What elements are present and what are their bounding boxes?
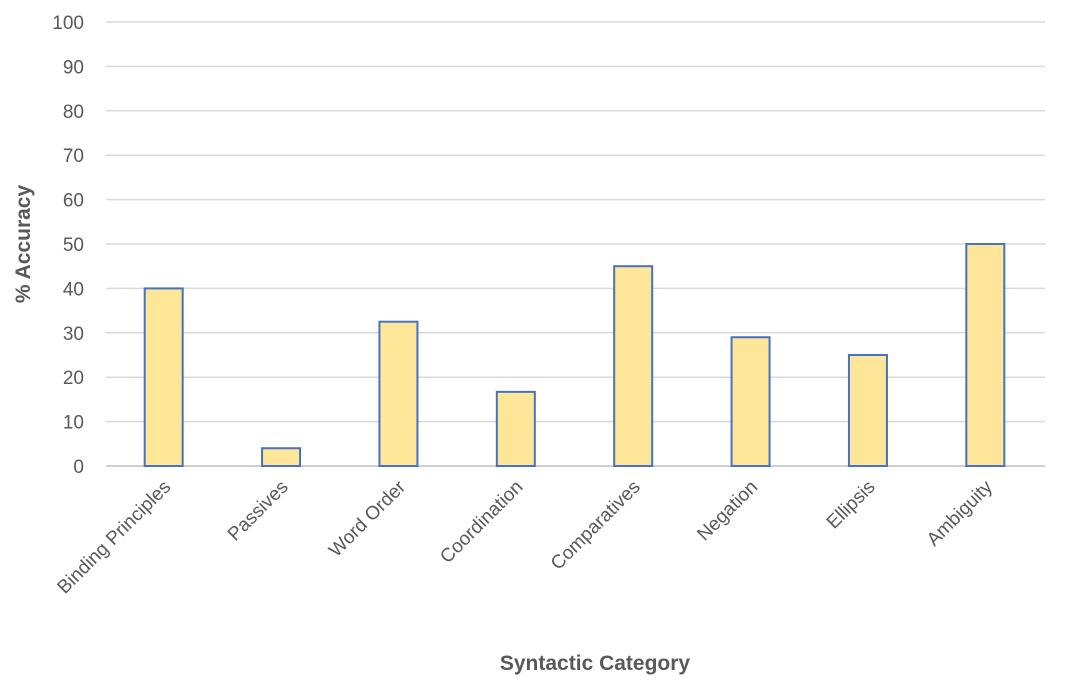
x-tick-label: Negation — [693, 477, 762, 546]
x-tick-label: Ambiguity — [923, 476, 997, 550]
y-tick-label: 40 — [63, 279, 84, 300]
bar-comparatives — [613, 265, 654, 468]
y-tick-label: 50 — [63, 235, 84, 256]
gridlines — [106, 21, 1045, 467]
x-tick-label: Coordination — [436, 477, 527, 568]
y-tick-label: 60 — [63, 191, 84, 212]
y-tick-label: 30 — [63, 324, 84, 345]
x-tick-labels: Binding Principles Passives Word Order Coor… — [54, 476, 998, 598]
y-tick-labels: 0 10 20 30 40 50 60 70 80 90 100 — [52, 13, 84, 478]
bar-word-order — [378, 320, 419, 468]
y-axis-title: % Accuracy — [12, 185, 35, 304]
bar-passives — [261, 447, 302, 467]
bar-ambiguity — [965, 243, 1006, 467]
x-tick-label: Passives — [224, 477, 293, 546]
y-tick-label: 80 — [63, 102, 84, 123]
bar-negation — [730, 336, 771, 467]
y-tick-label: 100 — [52, 13, 84, 34]
x-axis-title: Syntactic Category — [500, 652, 691, 675]
x-tick-label: Ellipsis — [823, 477, 880, 534]
y-tick-label: 90 — [63, 57, 84, 78]
bar-binding-principles — [143, 287, 184, 467]
x-tick-label: Word Order — [325, 476, 410, 561]
x-tick-label: Binding Principles — [54, 477, 176, 599]
bar-coordination — [495, 390, 536, 467]
y-tick-label: 20 — [63, 368, 84, 389]
y-tick-label: 0 — [73, 457, 84, 478]
y-tick-label: 10 — [63, 413, 84, 434]
bars — [143, 243, 1006, 468]
bar-ellipsis — [847, 354, 888, 467]
x-tick-label: Comparatives — [547, 477, 645, 575]
y-tick-label: 70 — [63, 146, 84, 167]
